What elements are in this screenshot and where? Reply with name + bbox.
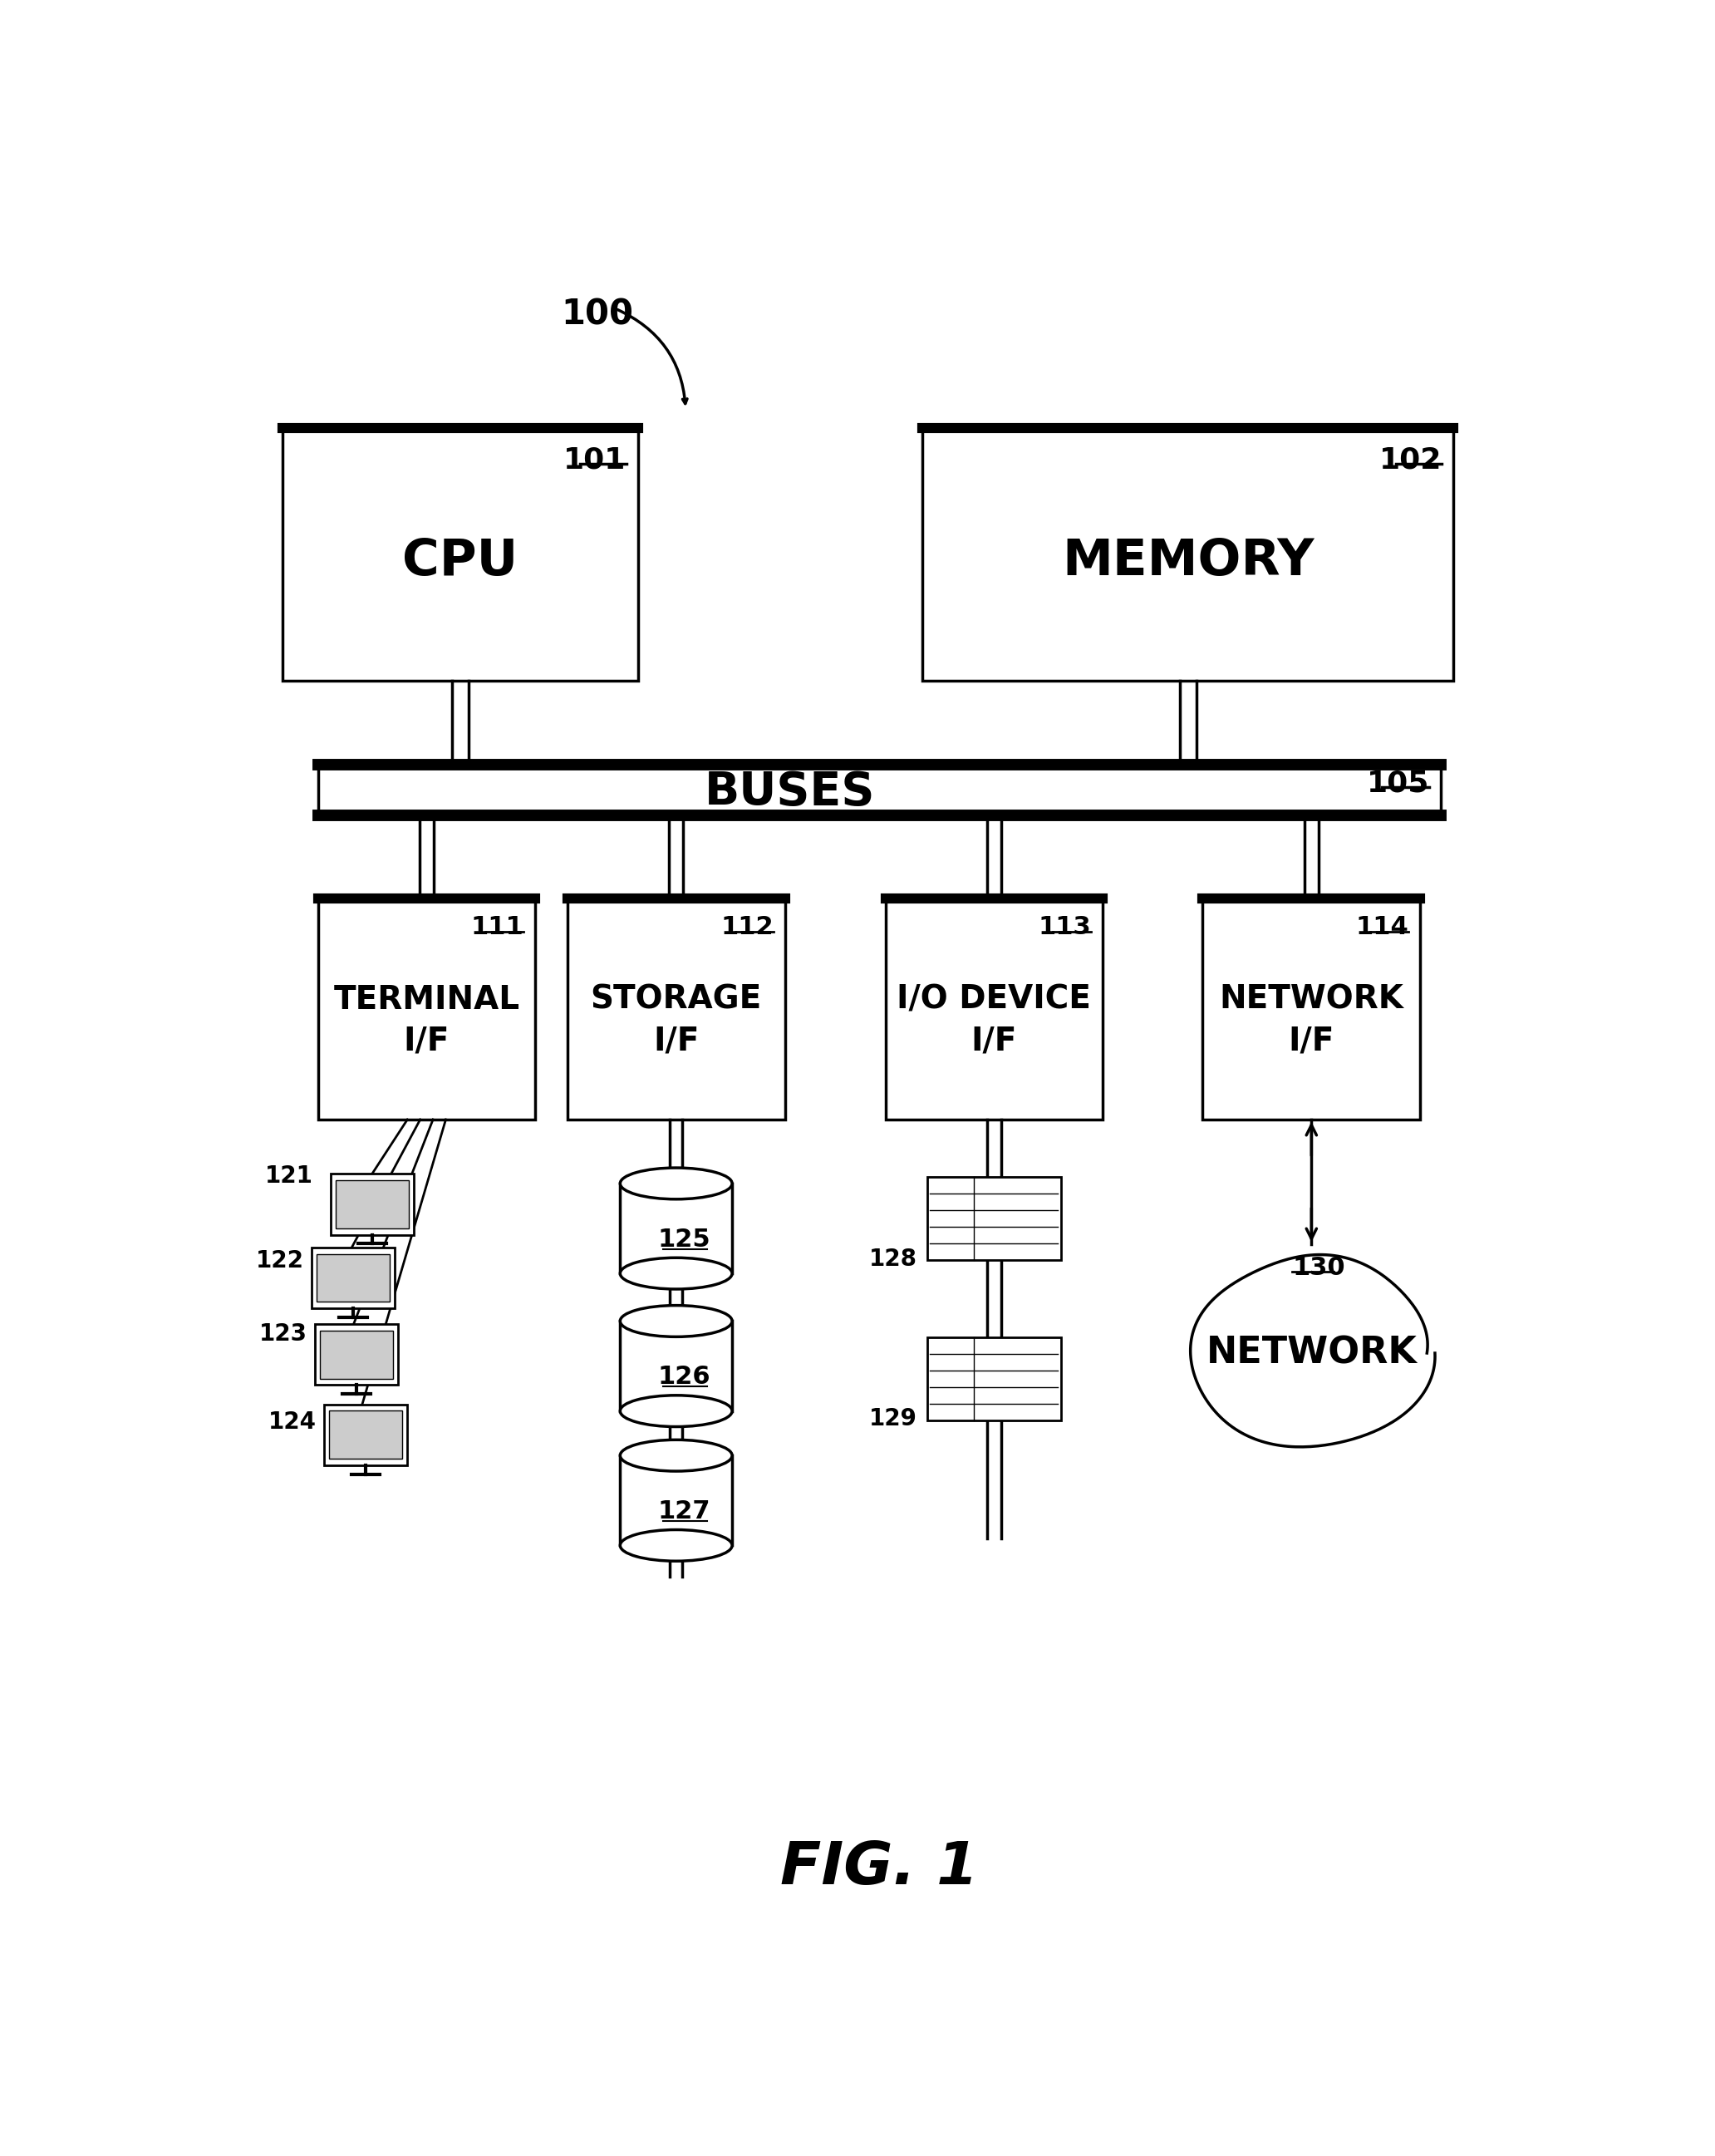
Ellipse shape: [621, 1395, 732, 1427]
Text: 112: 112: [720, 916, 773, 940]
Bar: [324, 1404, 408, 1466]
Text: MEMORY: MEMORY: [1062, 537, 1314, 586]
Text: 114: 114: [1357, 916, 1408, 940]
Text: 124: 124: [269, 1410, 317, 1434]
Bar: [621, 1322, 732, 1410]
Bar: [885, 899, 1103, 1119]
Bar: [317, 765, 1441, 815]
Bar: [568, 899, 785, 1119]
Bar: [926, 1337, 1062, 1421]
Text: 123: 123: [259, 1322, 307, 1345]
Text: 130: 130: [1291, 1255, 1345, 1281]
Bar: [329, 1410, 403, 1460]
Bar: [331, 1173, 413, 1235]
Text: 121: 121: [264, 1164, 312, 1188]
Text: 113: 113: [1039, 916, 1091, 940]
Text: 102: 102: [1379, 446, 1442, 474]
Bar: [1202, 899, 1420, 1119]
Text: 122: 122: [256, 1250, 304, 1272]
Text: 128: 128: [870, 1248, 918, 1270]
Text: BUSES: BUSES: [705, 770, 875, 815]
Bar: [621, 1455, 732, 1546]
Text: I/O DEVICE
I/F: I/O DEVICE I/F: [897, 983, 1091, 1056]
Text: FIG. 1: FIG. 1: [780, 1839, 978, 1897]
Text: 105: 105: [1367, 770, 1429, 798]
Bar: [319, 1330, 393, 1378]
Bar: [336, 1179, 408, 1229]
Text: NETWORK
I/F: NETWORK I/F: [1219, 983, 1403, 1056]
Text: NETWORK: NETWORK: [1206, 1335, 1417, 1371]
Ellipse shape: [621, 1531, 732, 1561]
Ellipse shape: [621, 1440, 732, 1470]
Text: 127: 127: [657, 1498, 710, 1524]
Text: 125: 125: [657, 1227, 710, 1250]
Text: 100: 100: [561, 298, 633, 332]
Bar: [314, 1324, 398, 1384]
Text: TERMINAL
I/F: TERMINAL I/F: [333, 983, 520, 1056]
Text: STORAGE
I/F: STORAGE I/F: [590, 983, 761, 1056]
Ellipse shape: [621, 1257, 732, 1289]
Text: CPU: CPU: [403, 537, 518, 586]
Bar: [621, 1184, 732, 1274]
Text: 129: 129: [870, 1408, 918, 1432]
Bar: [923, 429, 1454, 681]
Ellipse shape: [621, 1169, 732, 1199]
Bar: [312, 1248, 394, 1309]
Bar: [317, 899, 535, 1119]
Bar: [317, 1255, 389, 1302]
Text: 111: 111: [472, 916, 523, 940]
Bar: [926, 1177, 1062, 1261]
Polygon shape: [1190, 1255, 1435, 1447]
Text: 101: 101: [564, 446, 626, 474]
Text: 126: 126: [657, 1365, 710, 1388]
Bar: [283, 429, 638, 681]
Ellipse shape: [621, 1304, 732, 1337]
